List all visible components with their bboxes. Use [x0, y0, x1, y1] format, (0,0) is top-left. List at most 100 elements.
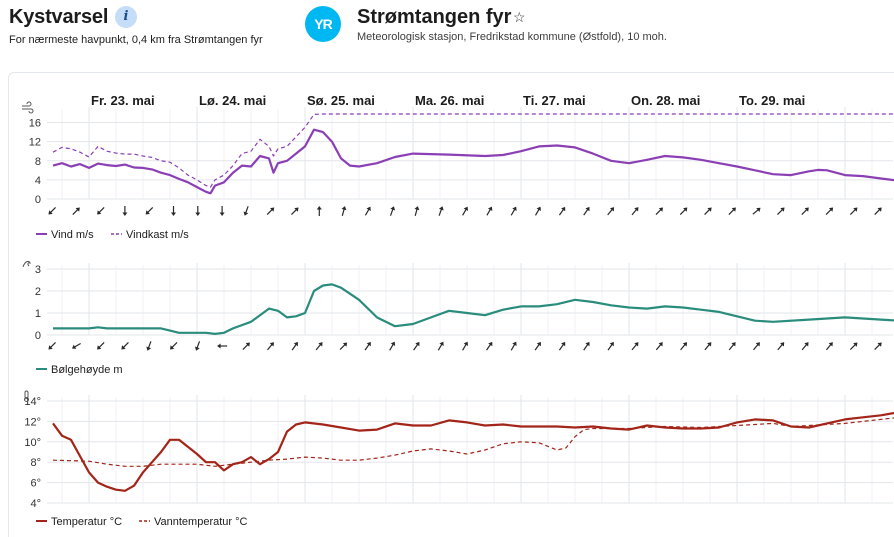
location-name: Strømtangen fyr: [357, 6, 512, 28]
direction-arrow-icon: [655, 207, 664, 215]
direction-arrow-icon: [583, 206, 590, 216]
direction-arrow-icon: [534, 206, 541, 216]
direction-arrow-icon: [217, 343, 228, 349]
direction-arrow-icon: [704, 207, 712, 215]
day-label: Ma. 26. mai: [415, 93, 484, 108]
direction-arrow-icon: [97, 207, 105, 215]
day-label: On. 28. mai: [631, 93, 700, 108]
direction-arrow-icon: [242, 342, 250, 350]
direction-arrow-icon: [291, 207, 299, 215]
direction-arrow-icon: [510, 206, 517, 216]
info-icon[interactable]: i: [115, 6, 137, 28]
direction-arrow-icon: [389, 206, 396, 216]
direction-arrow-icon: [607, 341, 614, 351]
direction-arrow-icon: [728, 342, 736, 351]
direction-arrow-icon: [291, 341, 298, 351]
day-label: Sø. 25. mai: [307, 93, 375, 108]
direction-arrow-icon: [534, 341, 541, 351]
direction-arrow-icon: [266, 207, 275, 215]
y-tick-label: 2: [35, 286, 41, 298]
direction-arrow-icon: [849, 207, 858, 215]
series-line: [52, 417, 894, 467]
y-tick-label: 16: [29, 118, 41, 130]
legend-label: Temperatur °C: [51, 516, 122, 528]
direction-arrow-icon: [583, 341, 590, 351]
direction-arrow-icon: [752, 207, 761, 215]
direction-arrow-icon: [414, 206, 420, 216]
header: Kystvarsel i For nærmeste havpunkt, 0,4 …: [0, 0, 894, 62]
legend-label: Vanntemperatur °C: [154, 516, 248, 528]
direction-arrow-icon: [462, 341, 469, 351]
direction-arrow-icon: [777, 342, 785, 351]
direction-arrow-icon: [874, 342, 882, 350]
direction-arrow-icon: [849, 342, 858, 350]
direction-arrow-icon: [413, 341, 420, 351]
y-tick-label: 4: [35, 175, 41, 187]
location-meta: Meteorologisk stasjon, Fredrikstad kommu…: [357, 31, 667, 43]
direction-arrow-icon: [631, 207, 639, 216]
favorite-star-icon[interactable]: ☆: [513, 9, 526, 25]
legend-label: Vindkast m/s: [126, 229, 189, 241]
direction-arrow-icon: [679, 207, 688, 215]
direction-arrow-icon: [339, 342, 348, 350]
direction-arrow-icon: [510, 341, 517, 351]
direction-arrow-icon: [195, 206, 201, 216]
direction-arrow-icon: [121, 342, 129, 350]
direction-arrow-icon: [801, 207, 809, 215]
direction-arrow-icon: [145, 207, 154, 215]
direction-arrow-icon: [558, 341, 566, 351]
y-tick-label: 12°: [24, 416, 41, 428]
direction-arrow-icon: [631, 342, 639, 351]
direction-arrow-icon: [680, 342, 688, 351]
page-title: Kystvarsel: [9, 6, 109, 28]
direction-arrow-icon: [825, 207, 834, 215]
day-label: Lø. 24. mai: [199, 93, 266, 108]
direction-arrow-icon: [315, 342, 323, 351]
direction-arrow-icon: [777, 207, 785, 215]
y-tick-label: 0: [35, 330, 41, 342]
direction-arrow-icon: [72, 207, 80, 215]
y-tick-label: 1: [35, 308, 41, 320]
series-line: [52, 113, 894, 188]
direction-arrow-icon: [341, 206, 347, 216]
direction-arrow-icon: [219, 206, 225, 216]
y-tick-label: 8: [35, 156, 41, 168]
y-tick-label: 10°: [24, 437, 41, 449]
direction-arrow-icon: [48, 342, 56, 350]
direction-arrow-icon: [558, 206, 566, 216]
direction-arrow-icon: [438, 206, 444, 216]
direction-arrow-icon: [728, 207, 736, 215]
day-label: Ti. 27. mai: [523, 93, 586, 108]
direction-arrow-icon: [364, 341, 371, 351]
direction-arrow-icon: [825, 342, 833, 351]
legend-label: Vind m/s: [51, 229, 94, 241]
direction-arrow-icon: [874, 207, 882, 215]
day-label: Fr. 23. mai: [91, 93, 155, 108]
direction-arrow-icon: [389, 341, 396, 351]
direction-arrow-icon: [486, 206, 493, 216]
direction-arrow-icon: [607, 207, 615, 216]
direction-arrow-icon: [655, 342, 663, 351]
direction-arrow-icon: [194, 341, 201, 351]
y-tick-label: 6°: [30, 478, 41, 490]
direction-arrow-icon: [48, 207, 56, 215]
chart-area: Fr. 23. mai Lø. 24. mai Sø. 25. mai Ma. 26.…: [8, 72, 894, 537]
direction-arrow-icon: [486, 341, 493, 351]
direction-arrow-icon: [364, 206, 371, 216]
direction-arrow-icon: [437, 341, 444, 351]
direction-arrow-icon: [97, 342, 105, 350]
direction-arrow-icon: [169, 342, 178, 350]
direction-arrow-icon: [267, 342, 274, 351]
y-tick-label: 0: [35, 194, 41, 206]
yr-logo[interactable]: YR: [305, 6, 341, 42]
series-line: [52, 411, 894, 492]
day-label: To. 29. mai: [739, 93, 805, 108]
direction-arrow-icon: [71, 342, 81, 349]
direction-arrow-icon: [704, 342, 712, 351]
y-tick-label: 4°: [30, 498, 41, 510]
forecast-charts: Fr. 23. mai Lø. 24. mai Sø. 25. mai Ma. 26.…: [22, 93, 894, 528]
series-line: [52, 128, 894, 195]
direction-arrow-icon: [243, 206, 249, 216]
legend-label: Bølgehøyde m: [51, 364, 123, 376]
direction-arrow-icon: [462, 206, 469, 216]
